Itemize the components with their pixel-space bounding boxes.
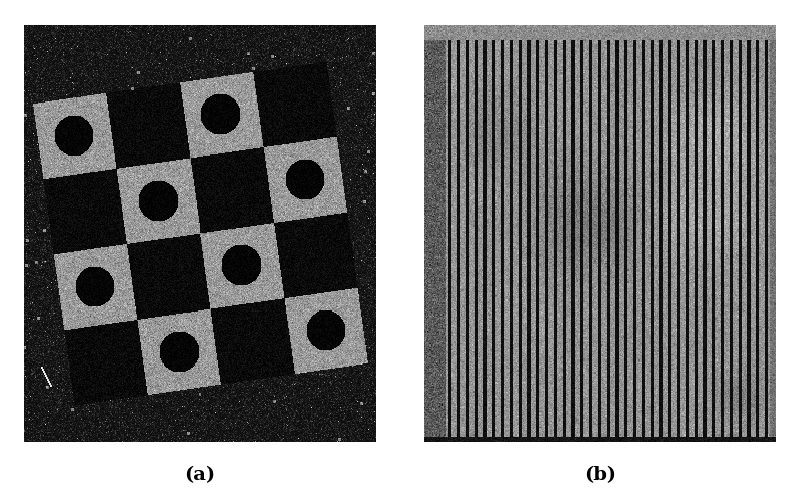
Text: (b): (b) bbox=[584, 466, 616, 485]
Text: (a): (a) bbox=[185, 466, 215, 485]
